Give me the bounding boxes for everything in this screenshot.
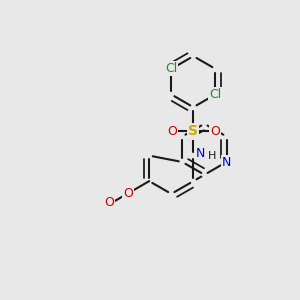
Text: O: O <box>167 125 177 138</box>
Text: Cl: Cl <box>209 88 222 101</box>
Text: O: O <box>210 125 220 138</box>
Text: O: O <box>123 187 133 200</box>
Text: O: O <box>104 196 114 209</box>
Text: N: N <box>222 155 231 169</box>
Text: H: H <box>208 151 217 161</box>
Text: O: O <box>123 187 133 200</box>
Text: Cl: Cl <box>165 62 177 75</box>
Text: N: N <box>196 147 206 160</box>
Text: S: S <box>188 124 198 138</box>
